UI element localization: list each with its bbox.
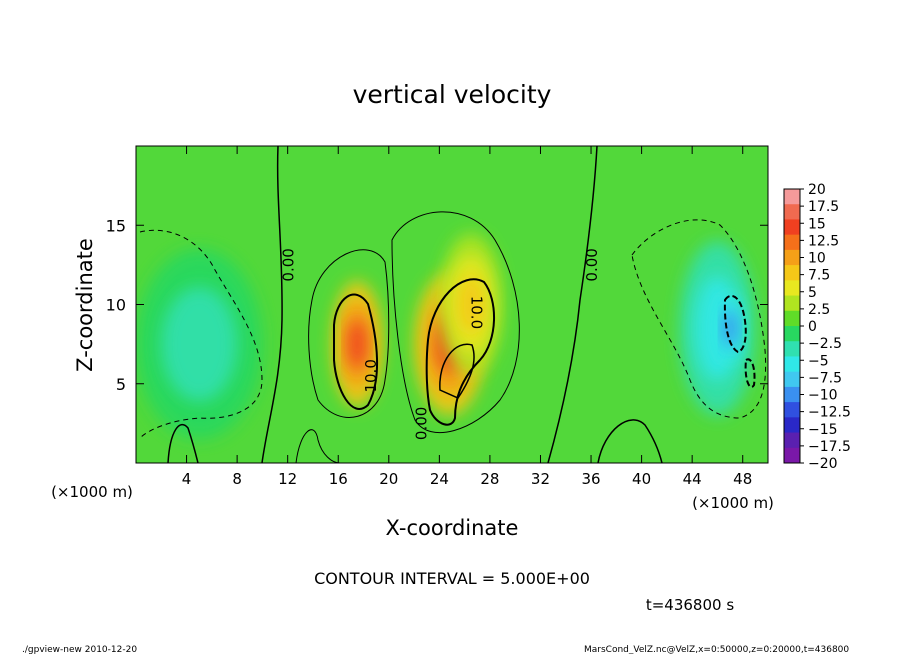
colorbar-label-12: −10	[808, 388, 838, 404]
colorbar-label-10: −5	[808, 353, 829, 369]
time-label: t=436800 s	[646, 596, 734, 614]
contour-high-right	[425, 278, 495, 426]
colorbar-swatch-12	[784, 371, 800, 388]
contour-label-1: 10.0	[362, 359, 380, 392]
colorbar-swatch-5	[784, 265, 800, 281]
x-tick-label-1: 8	[232, 470, 242, 488]
contour-low-positive-right	[391, 211, 520, 434]
contour-label-text-2: 0.00	[412, 407, 430, 440]
contour-label-3: 10.0	[467, 296, 485, 329]
colorbar-swatch-1	[784, 204, 800, 220]
colorbar-label-4: 10	[808, 251, 826, 267]
colorbar-swatch-8	[784, 310, 800, 327]
x-unit-left: (×1000 m)	[51, 483, 133, 501]
contour-negative-small	[744, 358, 756, 388]
contour-label-text-3: 10.0	[467, 296, 485, 329]
y-tick-label-1: 10	[106, 296, 126, 315]
colorbar-swatch-6	[784, 280, 800, 297]
x-tick-label-8: 36	[581, 470, 600, 488]
colorbar-label-15: −17.5	[808, 439, 851, 455]
colorbar-label-14: −15	[808, 422, 838, 438]
colorbar-label-16: −20	[808, 456, 838, 472]
contour-high-left	[333, 293, 379, 410]
colorbar-label-0: 20	[808, 182, 826, 198]
colorbar-swatch-9	[784, 326, 800, 342]
x-axis-label: X-coordinate	[386, 516, 519, 540]
y-tick-label-2: 15	[106, 216, 126, 235]
contour-inner-right	[439, 343, 475, 399]
colorbar-swatch-15	[784, 417, 800, 434]
colorbar-swatch-7	[784, 295, 800, 312]
contour-label-2: 0.00	[412, 407, 430, 440]
x-tick-label-2: 12	[278, 470, 297, 488]
footer-right: MarsCond_VelZ.nc@VelZ,x=0:50000,z=0:2000…	[584, 645, 849, 654]
chart-title: vertical velocity	[353, 80, 552, 109]
contour-labels: 0.00 10.0 0.00 10.0 0.00	[280, 248, 601, 440]
x-tick-label-6: 28	[480, 470, 499, 488]
contour-lines	[139, 146, 767, 463]
contour-label-text-4: 0.00	[583, 248, 601, 281]
colorbar-label-1: 17.5	[808, 199, 839, 215]
x-tick-label-5: 24	[430, 470, 449, 488]
x-tick-label-0: 4	[182, 470, 192, 488]
contour-bump-center	[295, 429, 341, 463]
y-tick-labels: 5 10 15	[106, 216, 126, 394]
x-tick-label-11: 48	[733, 470, 752, 488]
colorbar-label-11: −7.5	[808, 370, 842, 386]
x-tick-label-10: 44	[683, 470, 702, 488]
contour-negative-right	[631, 219, 767, 419]
colorbar-label-8: 0	[808, 319, 817, 335]
contour-strong-negative	[723, 294, 747, 354]
colorbar-label-3: 12.5	[808, 233, 839, 249]
colorbar-label-5: 7.5	[808, 268, 830, 284]
colorbar-label-7: 2.5	[808, 302, 830, 318]
heat-blob-3-1	[161, 287, 238, 402]
contour-label-text-0: 0.00	[280, 248, 298, 281]
x-tick-label-7: 32	[531, 470, 550, 488]
heat-blob-2-2	[458, 275, 484, 334]
colorbar-swatch-17	[784, 447, 800, 464]
footer-left: ./gpview-new 2010-12-20	[22, 645, 137, 654]
contour-label-4: 0.00	[583, 248, 601, 281]
colorbar-swatch-3	[784, 234, 800, 251]
colorbar	[783, 188, 804, 464]
plot-area: 0.00 10.0 0.00 10.0 0.00	[135, 145, 769, 464]
contour-label-0: 0.00	[280, 248, 298, 281]
x-tick-labels: 4 8 12 16 20 24 28 32 36 40 44 48	[182, 470, 752, 488]
colorbar-label-2: 15	[808, 216, 826, 232]
shaded-features	[136, 233, 756, 440]
axis-ticks	[136, 146, 768, 463]
x-tick-label-3: 16	[329, 470, 348, 488]
x-tick-label-9: 40	[632, 470, 651, 488]
colorbar-label-6: 5	[808, 285, 817, 301]
colorbar-label-9: −2.5	[808, 336, 842, 352]
colorbar-swatch-13	[784, 386, 800, 403]
colorbar-swatch-14	[784, 402, 800, 418]
colorbar-swatch-16	[784, 432, 800, 449]
colorbar-swatch-2	[784, 219, 800, 236]
colorbar-swatch-10	[784, 341, 800, 357]
colorbar-swatch-4	[784, 249, 800, 266]
y-axis-label: Z-coordinate	[73, 238, 97, 372]
heat-blob-0-2	[347, 318, 368, 370]
colorbar-swatch-11	[784, 356, 800, 373]
contour-label-text-1: 10.0	[362, 359, 380, 392]
contour-negative-left	[139, 229, 263, 439]
colorbar-swatch-0	[784, 189, 800, 205]
contour-bump-right	[597, 419, 663, 463]
x-unit-right: (×1000 m)	[692, 494, 774, 512]
contour-low-positive-left	[308, 249, 390, 418]
colorbar-label-13: −12.5	[808, 405, 851, 421]
x-tick-label-4: 20	[379, 470, 398, 488]
contour-bump-left	[167, 423, 199, 463]
contour-interval-note: CONTOUR INTERVAL = 5.000E+00	[314, 569, 590, 588]
contour-zero-left	[261, 146, 283, 463]
contour-zero-right	[547, 146, 598, 463]
y-tick-label-0: 5	[116, 375, 126, 394]
